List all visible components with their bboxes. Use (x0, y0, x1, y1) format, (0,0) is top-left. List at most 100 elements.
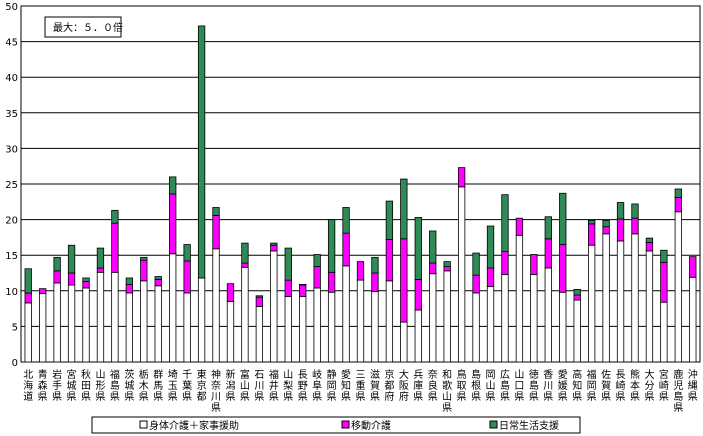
bar-segment (39, 293, 47, 363)
x-tick-label: 徳島県 (529, 368, 539, 403)
bar-segment (299, 283, 307, 286)
bar-segment (241, 242, 249, 264)
y-tick-label: 25 (5, 180, 18, 191)
x-tick-label: 新潟県 (225, 368, 235, 403)
bar-segment (530, 274, 538, 363)
x-tick-label: 岩手県 (52, 368, 62, 403)
bar-segment (559, 244, 567, 293)
y-tick-label: 20 (5, 216, 18, 227)
bar-segment (82, 281, 90, 289)
bar-segment (169, 253, 177, 363)
bar-segment (660, 301, 668, 363)
y-tick-label: 15 (5, 251, 18, 262)
bar-segment (82, 287, 90, 363)
x-tick-label: 宮崎県 (659, 368, 669, 403)
x-tick-label: 青森県 (38, 368, 48, 403)
y-axis-ticks: 0 5 10 15 20 25 30 35 40 45 50 (5, 2, 18, 369)
bar-segment (255, 295, 264, 298)
legend: 身体介護＋家事援助 移動介護 日常生活支援 (91, 416, 581, 434)
gridlines (21, 41, 700, 327)
bar-segment (689, 256, 697, 278)
bar-segment (212, 207, 220, 216)
bar-segment (327, 291, 336, 363)
bar-segment (429, 273, 437, 363)
bar-segment (602, 219, 610, 228)
bar-segment (183, 292, 191, 363)
bar-segment (515, 217, 524, 236)
bar-segment (53, 256, 61, 272)
legend-swatch-mobility (341, 420, 350, 429)
bar-segment (53, 282, 61, 363)
x-tick-label: 埼玉県 (168, 368, 178, 403)
bar-segment (313, 254, 321, 267)
x-tick-label: 鹿児島県 (673, 368, 683, 414)
x-tick-label: 愛媛県 (558, 368, 568, 403)
bar-segment (154, 279, 162, 287)
x-tick-label: 兵庫県 (413, 368, 423, 403)
bar-segment (530, 254, 538, 275)
x-tick-label: 京都府 (384, 368, 394, 403)
y-tick-label: 30 (5, 144, 18, 155)
bar-segment (111, 222, 119, 273)
x-tick-label: 広島県 (500, 368, 510, 403)
legend-swatch-body-housework (139, 420, 148, 429)
bar-segment (255, 296, 264, 307)
bar-segment (96, 247, 105, 269)
bar-segment (501, 194, 509, 253)
bar-segment (544, 238, 552, 269)
bar-segment (371, 256, 379, 274)
bar-segment (82, 277, 90, 282)
y-tick-label: 35 (5, 109, 18, 120)
bar-segment (573, 294, 581, 301)
bar-segment (631, 217, 639, 235)
y-tick-label: 50 (5, 2, 18, 13)
legend-label-mobility: 移動介護 (351, 419, 391, 432)
x-tick-label: 奈良県 (428, 368, 438, 403)
x-tick-label: 千葉県 (182, 369, 192, 403)
bar-segment (472, 252, 480, 276)
bar-segment (125, 277, 133, 285)
bar-segment (559, 192, 567, 245)
x-tick-label: 静岡県 (327, 368, 337, 403)
bar-segment (457, 186, 466, 363)
bar-segment (501, 251, 509, 275)
bar-segment (169, 176, 177, 195)
bar-segment (631, 233, 639, 363)
bar-segment (385, 200, 394, 240)
bar-segment (486, 267, 495, 287)
bar-segment (457, 167, 466, 188)
bar-segment (385, 280, 394, 363)
bar-segment (67, 244, 76, 274)
bar-segment (400, 238, 408, 323)
bar-segment (645, 241, 654, 252)
bar-segment (327, 271, 336, 293)
x-tick-label: 沖縄県 (688, 368, 698, 403)
bar-segment (486, 225, 495, 269)
bar-segment (313, 266, 321, 289)
bar-segment (400, 321, 408, 363)
bar-segment (67, 272, 76, 286)
bar-segment (111, 271, 119, 363)
x-axis-ticks: 北海道青森県岩手県宮城県秋田県山形県福島県茨城県栃木県群馬県埼玉県千葉県東京都神… (23, 368, 698, 414)
x-tick-label: 佐賀県 (601, 369, 611, 403)
y-tick-label: 45 (5, 38, 18, 49)
bar-segment (284, 279, 292, 297)
bar-segment (356, 279, 365, 363)
x-tick-label: 栃木県 (139, 368, 149, 403)
bar-segment (197, 25, 206, 279)
bar-segment (24, 292, 32, 304)
bar-segment (414, 309, 422, 363)
bar-segment (486, 286, 495, 363)
bar-segment (226, 301, 235, 363)
x-tick-label: 石川県 (254, 370, 264, 403)
bar-segment (559, 291, 567, 363)
bar-segment (443, 261, 451, 267)
bar-segment (327, 219, 336, 273)
bars (24, 25, 697, 363)
bar-segment (573, 288, 581, 296)
x-tick-label: 岐阜県 (312, 368, 322, 403)
bar-segment (24, 268, 32, 294)
y-tick-label: 0 (12, 358, 18, 369)
bar-segment (443, 270, 451, 363)
x-tick-label: 岡山県 (486, 369, 496, 403)
